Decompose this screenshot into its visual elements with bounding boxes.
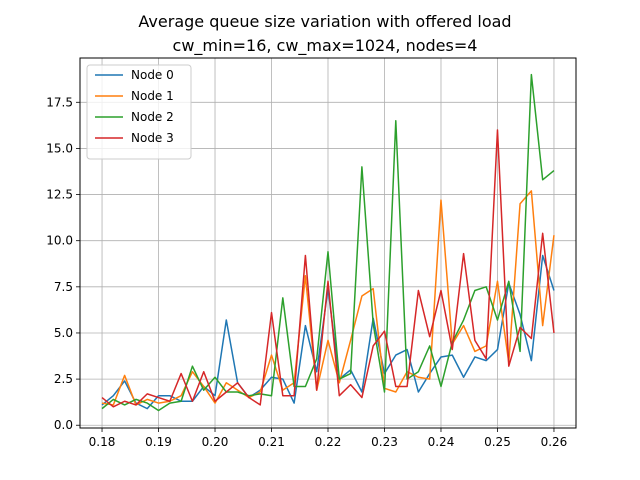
- series-line-node-1: [101, 190, 555, 406]
- x-tick-label: 0.18: [89, 435, 116, 449]
- x-tick-label: 0.23: [371, 435, 398, 449]
- x-tick-label: 0.26: [541, 435, 568, 449]
- x-tick-label: 0.20: [202, 435, 229, 449]
- legend-label-node-3: Node 3: [131, 131, 174, 145]
- series-line-node-2: [101, 73, 555, 412]
- x-tick-label: 0.19: [145, 435, 172, 449]
- x-tick-label: 0.22: [315, 435, 342, 449]
- y-tick-label: 2.5: [54, 372, 73, 386]
- x-tick-label: 0.21: [258, 435, 285, 449]
- y-tick-label: 12.5: [46, 188, 73, 202]
- y-tick-label: 17.5: [46, 95, 73, 109]
- series-lines: [101, 73, 555, 412]
- x-tick-label: 0.25: [484, 435, 511, 449]
- legend-label-node-0: Node 0: [131, 68, 174, 82]
- legend-label-node-2: Node 2: [131, 110, 174, 124]
- y-tick-label: 7.5: [54, 280, 73, 294]
- y-tick-label: 10.0: [46, 234, 73, 248]
- legend: Node 0 Node 1 Node 2 Node 3: [86, 64, 192, 160]
- chart-subtitle: cw_min=16, cw_max=1024, nodes=4: [173, 36, 478, 56]
- grid: [80, 58, 576, 428]
- chart-title: Average queue size variation with offere…: [138, 12, 511, 31]
- x-tick-label: 0.24: [428, 435, 455, 449]
- legend-label-node-1: Node 1: [131, 89, 174, 103]
- x-axis: 0.18 0.19 0.20 0.21 0.22 0.23 0.24 0.25 0.26: [89, 428, 568, 449]
- series-line-node-3: [101, 129, 555, 408]
- y-tick-label: 5.0: [54, 326, 73, 340]
- y-tick-label: 15.0: [46, 141, 73, 155]
- legend-box: [86, 64, 192, 160]
- y-tick-label: 0.0: [54, 418, 73, 432]
- y-axis: 0.0 2.5 5.0 7.5 10.0 12.5 15.0 17.5: [46, 95, 80, 432]
